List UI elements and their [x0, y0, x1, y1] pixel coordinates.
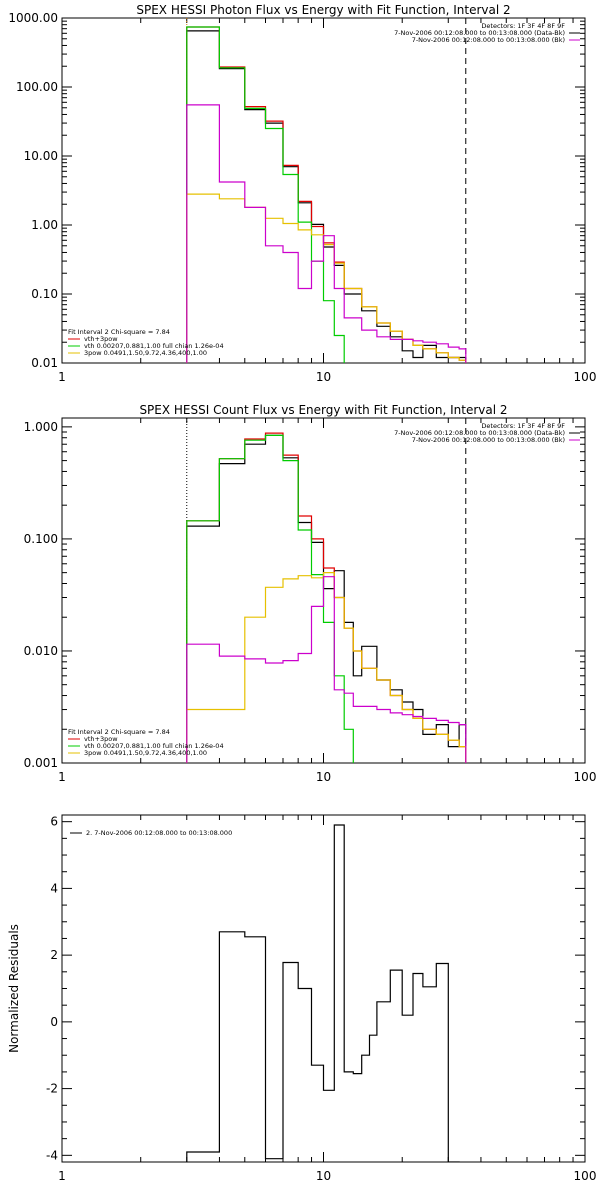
- series-data-line: [186, 824, 460, 1162]
- plot-frame: [61, 814, 586, 1163]
- y-tick-label: 4: [50, 881, 58, 895]
- legend-entry-text: 7-Nov-2006 00:12:08.000 to 00:13:08.000 …: [412, 36, 565, 44]
- y-tick-label: 1000.00: [8, 11, 58, 25]
- series-data-line: [186, 30, 467, 363]
- chart-panel-2: 1 10 100 1.000 0.100 0.010 0.001 SPEX HESSI Cou…: [24, 403, 597, 784]
- y-tick-label: 100.00: [16, 80, 58, 94]
- chart-panel-3: 1 10 100 6 4 2 0 -2 -4 Normalized Residuals 2. 7-N…: [7, 814, 597, 1183]
- y-tick-label: 0: [50, 1015, 58, 1029]
- plot-frame: [61, 17, 586, 364]
- y-tick-label: 1.000: [24, 420, 58, 434]
- series-model-line: [186, 104, 467, 363]
- x-tick-label: 1: [58, 370, 66, 384]
- legend-entry-text: 7-Nov-2006 00:12:08.000 to 00:13:08.000 …: [394, 29, 565, 37]
- legend-entry-text: Detectors: 1F 3F 4F 8F 9F: [481, 22, 565, 30]
- legend-entry-text: 3pow 0.0491,1.50,9.72,4.36,400,1.00: [84, 349, 207, 357]
- chart-title: SPEX HESSI Photon Flux vs Energy with Fi…: [136, 3, 510, 17]
- x-tick-label: 1: [58, 1169, 66, 1183]
- chart-title: SPEX HESSI Count Flux vs Energy with Fit…: [139, 403, 507, 417]
- legend-entry-text: 7-Nov-2006 00:12:08.000 to 00:13:08.000 …: [412, 436, 565, 444]
- y-axis-label: Normalized Residuals: [7, 924, 21, 1053]
- series-data-line: [186, 434, 467, 763]
- series-thermal-line: [186, 26, 345, 363]
- series-powerlaw-line: [186, 572, 467, 763]
- x-tick-label: 100: [574, 770, 597, 784]
- x-tick-label: 100: [574, 1169, 597, 1183]
- y-tick-label: 0.100: [24, 532, 58, 546]
- y-tick-label: -4: [46, 1148, 58, 1162]
- series-total-line: [186, 432, 467, 763]
- legend-entry-text: Fit Interval 2 Chi-square = 7.84: [68, 728, 170, 736]
- legend-entry-text: 3pow 0.0491,1.50,9.72,4.36,400,1.00: [84, 749, 207, 757]
- y-tick-label: -2: [46, 1082, 58, 1096]
- y-tick-label: 0.010: [24, 644, 58, 658]
- y-tick-label: 10.00: [24, 149, 58, 163]
- y-tick-label: 6: [50, 815, 58, 829]
- series-thermal-line: [186, 434, 354, 763]
- x-tick-label: 10: [316, 1169, 331, 1183]
- legend-entry-text: Fit Interval 2 Chi-square = 7.84: [68, 328, 170, 336]
- y-tick-label: 2: [50, 948, 58, 962]
- legend-entry-text: vth 0.00207,0.881,1.00 full chian 1.26e-…: [84, 342, 224, 350]
- legend-entry-text: 7-Nov-2006 00:12:08.000 to 00:13:08.000 …: [394, 429, 565, 437]
- y-tick-label: 0.10: [31, 287, 58, 301]
- legend-entry-text: vth+3pow: [84, 735, 118, 743]
- legend-entry-text: vth 0.00207,0.881,1.00 full chian 1.26e-…: [84, 742, 224, 750]
- y-tick-label: 1.00: [31, 218, 58, 232]
- series-total-line: [186, 26, 467, 363]
- legend-entry-text: Detectors: 1F 3F 4F 8F 9F: [481, 422, 565, 430]
- series-model-line: [186, 576, 467, 763]
- legend-entry-text: 2. 7-Nov-2006 00:12:08.000 to 00:13:08.0…: [86, 829, 232, 837]
- x-tick-label: 10: [316, 370, 331, 384]
- chart-panel-1: 1 10 100 1000.00 100.00 10.00 1.00 0.10 0.01 SPEX…: [8, 3, 596, 384]
- y-tick-label: 0.001: [24, 756, 58, 770]
- x-tick-label: 10: [316, 770, 331, 784]
- x-tick-label: 1: [58, 770, 66, 784]
- x-tick-label: 100: [574, 370, 597, 384]
- series-powerlaw-line: [186, 193, 467, 363]
- y-tick-label: 0.01: [31, 356, 58, 370]
- legend-entry-text: vth+3pow: [84, 335, 118, 343]
